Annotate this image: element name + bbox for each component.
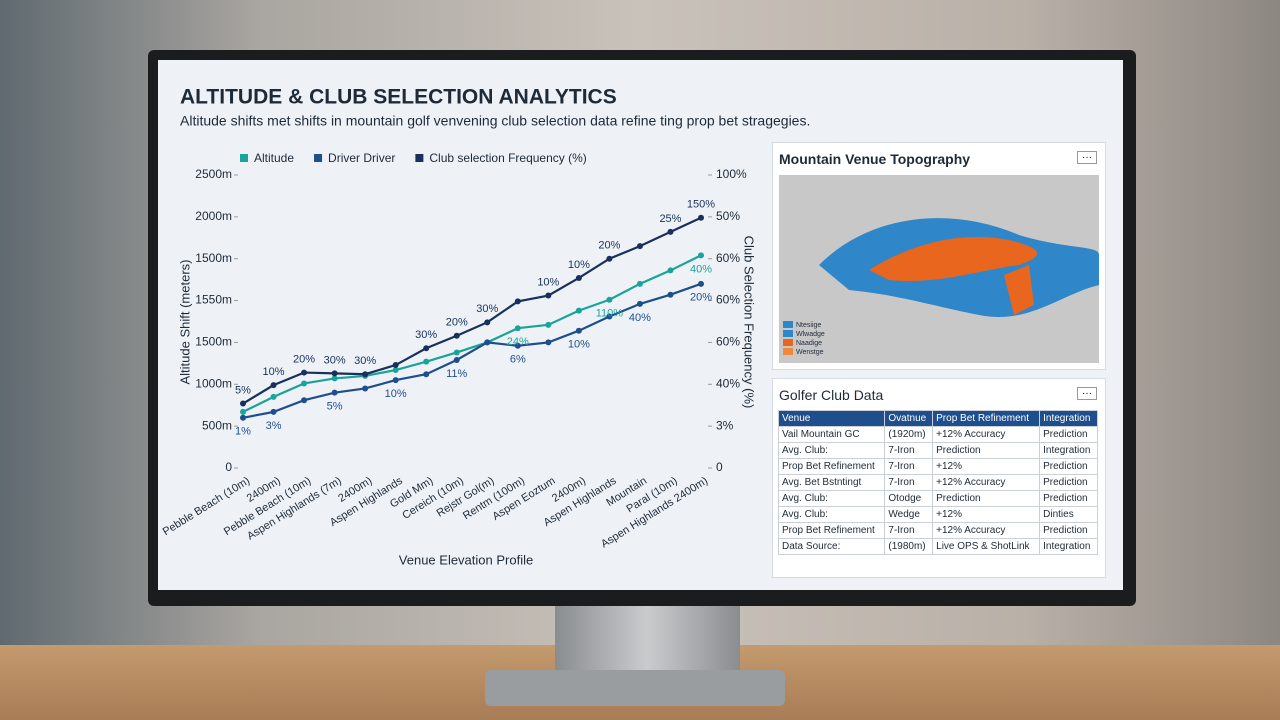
column-header: Integration: [1039, 410, 1098, 427]
table-cell: Prediction: [1039, 426, 1098, 443]
topo-map: Ntesiige Wlwadge Naadige Wenstge: [779, 175, 1099, 363]
zone-orange: [869, 236, 1038, 282]
table-row: Avg. Club: Otodge Prediction Prediction: [777, 490, 1098, 507]
table-cell: Dinties: [1039, 506, 1098, 523]
map-legend-swatch: [783, 348, 793, 355]
table-panel: Golfer Club Data ··· Venue Ovatnue Prop Be…: [772, 378, 1106, 578]
column-header: Venue: [777, 410, 886, 427]
monitor-foot: [485, 670, 785, 706]
table-cell: 7-Iron: [884, 458, 934, 475]
table-cell: Prediction: [932, 442, 1041, 459]
map-panel: Mountain Venue Topography ··· Ntesiige Wl…: [772, 142, 1106, 370]
menu-button[interactable]: ···: [1077, 387, 1097, 400]
table-row: Prop Bet Refinement 7-Iron +12% Accuracy Pr…: [777, 522, 1098, 539]
table-cell: Avg. Club:: [777, 442, 886, 459]
table-cell: Integration: [1039, 538, 1098, 555]
table-cell: Prediction: [1039, 458, 1098, 475]
table-cell: Data Source:: [777, 538, 886, 555]
table-row: Avg. Club: Wedge +12% Dinties: [777, 506, 1098, 523]
table-cell: Prediction: [932, 490, 1041, 507]
table-cell: +12% Accuracy: [932, 522, 1041, 539]
table-cell: Wedge: [884, 506, 934, 523]
table-cell: (1980m): [884, 538, 934, 555]
table-cell: +12% Accuracy: [932, 474, 1041, 491]
club-table: Venue Ovatnue Prop Bet Refinement Integrati…: [777, 410, 1098, 555]
table-cell: Prediction: [1039, 522, 1098, 539]
table-cell: Otodge: [884, 490, 934, 507]
table-cell: Prop Bet Refinement: [777, 522, 886, 539]
map-legend-label: Ntesiige: [796, 322, 821, 329]
table-cell: Prediction: [1039, 490, 1098, 507]
table-cell: Integration: [1039, 442, 1098, 459]
table-cell: Vail Mountain GC: [777, 426, 886, 443]
table-cell: 7-Iron: [884, 522, 934, 539]
table-row: Data Source: (1980m) Live OPS & ShotLink In…: [777, 538, 1098, 555]
table-cell: Avg. Bet Bstntingt: [777, 474, 886, 491]
table-row: Avg. Bet Bstntingt 7-Iron +12% Accuracy Pre…: [777, 474, 1098, 491]
map-legend-swatch: [783, 321, 793, 328]
header-row: Venue Ovatnue Prop Bet Refinement Integrati…: [777, 410, 1098, 427]
table-cell: +12% Accuracy: [932, 426, 1041, 443]
table-cell: Avg. Club:: [777, 490, 886, 507]
map-title: Mountain Venue Topography: [779, 151, 971, 167]
menu-button[interactable]: ···: [1077, 151, 1097, 164]
map-legend-swatch: [783, 330, 793, 337]
zone-orange: [1004, 265, 1034, 315]
map-legend-label: Wlwadge: [796, 331, 825, 338]
map-legend-swatch: [783, 339, 793, 346]
table-cell: (1920m): [884, 426, 934, 443]
column-header: Ovatnue: [884, 410, 934, 427]
table-cell: Prediction: [1039, 474, 1098, 491]
table-cell: +12%: [932, 506, 1041, 523]
column-header: Prop Bet Refinement: [932, 410, 1041, 427]
table-cell: Avg. Club:: [777, 506, 886, 523]
table-row: Vail Mountain GC (1920m) +12% Accuracy Pred…: [777, 426, 1098, 443]
table-cell: Live OPS & ShotLink: [932, 538, 1041, 555]
map-legend-label: Wenstge: [796, 349, 824, 356]
table-cell: 7-Iron: [884, 442, 934, 459]
table-row: Prop Bet Refinement 7-Iron +12% Prediction: [777, 458, 1098, 475]
table-cell: 7-Iron: [884, 474, 934, 491]
table-cell: +12%: [932, 458, 1041, 475]
monitor-stand: [555, 600, 740, 680]
table-title: Golfer Club Data: [779, 387, 884, 403]
table-row: Avg. Club: 7-Iron Prediction Integration: [777, 442, 1098, 459]
map-legend-label: Naadige: [796, 340, 822, 347]
table-cell: Prop Bet Refinement: [777, 458, 886, 475]
